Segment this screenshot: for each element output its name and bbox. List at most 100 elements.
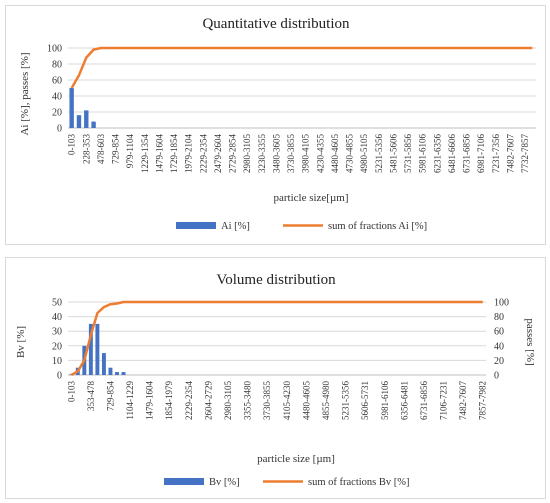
x-tick-label: 7482-7607 (505, 134, 515, 173)
y-tick-label: 10 (52, 356, 62, 367)
y-tick-label: 0 (57, 371, 62, 382)
x-tick-label: 6231-6356 (432, 134, 442, 173)
quantitative-chart-svg: Quantitative distribution 0 20 40 60 80 100 0… (19, 16, 536, 232)
y-tick-label: 30 (52, 327, 62, 338)
x-tick-label: 2980-3105 (223, 381, 233, 420)
x-tick-label: 228-353 (81, 134, 91, 164)
volume-distribution-chart: Volume distribution 0 10 20 30 40 50 0 20 40 60 8… (5, 257, 546, 499)
legend-swatch-bar (176, 222, 216, 229)
x-tick-label: 7106-7231 (439, 381, 449, 420)
bar (121, 372, 126, 375)
x-tick-label: 6731-6856 (419, 381, 429, 420)
y-tick-label: 100 (47, 44, 62, 55)
x-tick-label: 1979-2104 (184, 134, 194, 173)
y-axis-label: Bv [%] (15, 326, 27, 358)
quantitative-distribution-chart: Quantitative distribution 0 20 40 60 80 100 0… (5, 5, 546, 245)
x-tick-label: 2604-2729 (203, 381, 213, 420)
x-tick-label: 5731-5856 (403, 134, 413, 173)
x-tick-label: 6981-7106 (476, 134, 486, 173)
x-tick-label: 1229-1354 (140, 134, 150, 173)
x-tick-label: 4480-4605 (330, 134, 340, 173)
y-tick-label: 20 (52, 341, 62, 352)
x-tick-label: 4855-4980 (321, 381, 331, 420)
x-tick-label: 6481-6606 (447, 134, 457, 173)
y-right-tick-label: 100 (494, 298, 509, 309)
legend-label-line: sum of fractions Ai [%] (328, 221, 427, 232)
y-tick-label: 40 (52, 312, 62, 323)
x-tick-label: 4105-4230 (282, 381, 292, 420)
x-tick-label: 5481-5606 (388, 134, 398, 173)
legend: Ai [%] sum of fractions Ai [%] (176, 221, 427, 232)
legend-label-line: sum of fractions Bv [%] (308, 477, 409, 488)
y-right-tick-label: 80 (494, 312, 504, 323)
x-tick-label: 478-603 (96, 134, 106, 164)
x-tick-label: 3480-3605 (271, 134, 281, 173)
legend-label-bar: Bv [%] (209, 477, 240, 488)
x-tick-label: 7857-7982 (478, 381, 488, 420)
x-tick-label: 2229-2354 (184, 381, 194, 420)
x-tick-label: 3730-3855 (286, 134, 296, 173)
x-tick-label: 1104-1229 (125, 381, 135, 420)
y-right-tick-label: 20 (494, 356, 504, 367)
x-tick-label: 353-478 (86, 381, 96, 411)
x-tick-label: 5606-5731 (360, 381, 370, 420)
cumulative-line (70, 300, 483, 377)
x-tick-label: 5981-6106 (380, 381, 390, 420)
x-tick-label: 2729-2854 (228, 134, 238, 173)
bar (95, 323, 100, 375)
x-tick-label: 729-854 (105, 381, 115, 411)
y-axis-right-label: passes [%] (524, 318, 536, 365)
legend-swatch-bar (164, 478, 204, 485)
y-tick-label: 20 (52, 108, 62, 119)
x-tick-label: 5231-5356 (341, 381, 351, 420)
legend-label-bar: Ai [%] (221, 221, 250, 232)
x-tick-label: 2980-3105 (242, 134, 252, 173)
x-tick-label: 4480-4605 (301, 381, 311, 420)
y-right-tick-label: 40 (494, 341, 504, 352)
x-tick-label: 4730-4855 (345, 134, 355, 173)
x-tick-label: 1479-1604 (154, 134, 164, 173)
chart-title: Quantitative distribution (202, 16, 350, 32)
x-tick-label: 1479-1604 (145, 381, 155, 420)
volume-chart-svg: Volume distribution 0 10 20 30 40 50 0 20 40 60 8… (15, 272, 536, 488)
x-tick-label: 0-103 (66, 381, 76, 402)
x-tick-label: 1729-1854 (169, 134, 179, 173)
x-tick-label: 1854-1979 (164, 381, 174, 420)
bar (88, 323, 93, 375)
x-axis-label: particle size[µm] (273, 192, 348, 204)
x-tick-label: 4230-4355 (315, 134, 325, 173)
x-tick-label: 3355-3480 (243, 381, 253, 420)
y-tick-label: 50 (52, 298, 62, 309)
x-tick-label: 2229-2354 (198, 134, 208, 173)
bar (101, 353, 106, 375)
y-right-tick-label: 60 (494, 327, 504, 338)
x-tick-label: 3230-3355 (257, 134, 267, 173)
x-tick-label: 5231-5356 (374, 134, 384, 173)
x-tick-label: 979-1104 (125, 134, 135, 169)
x-tick-label: 6731-6856 (462, 134, 472, 173)
x-tick-label: 7732-7857 (520, 134, 530, 173)
y-right-tick-label: 0 (494, 371, 499, 382)
bar (115, 372, 119, 375)
y-tick-label: 0 (57, 124, 62, 135)
y-tick-label: 60 (52, 76, 62, 87)
x-axis-label: particle size [µm] (257, 453, 335, 465)
x-tick-label: 5981-6106 (418, 134, 428, 173)
x-tick-label: 4980-5105 (359, 134, 369, 173)
x-tick-label: 729-854 (111, 134, 121, 164)
x-tick-label: 3980-4105 (301, 134, 311, 173)
y-axis-label: Ai [%], passes [%] (19, 52, 31, 135)
cumulative-line (70, 46, 533, 89)
bar (91, 121, 96, 128)
bar (108, 367, 113, 375)
bar (76, 115, 82, 128)
x-tick-label: 7231-7356 (491, 134, 501, 173)
x-tick-label: 3730-3855 (262, 381, 272, 420)
legend: Bv [%] sum of fractions Bv [%] (164, 477, 409, 488)
x-tick-label: 6356-6481 (399, 381, 409, 420)
chart-title: Volume distribution (216, 272, 336, 288)
x-tick-label: 2479-2604 (213, 134, 223, 173)
y-tick-label: 40 (52, 92, 62, 103)
x-tick-label: 0-103 (67, 134, 77, 155)
y-tick-label: 80 (52, 60, 62, 71)
